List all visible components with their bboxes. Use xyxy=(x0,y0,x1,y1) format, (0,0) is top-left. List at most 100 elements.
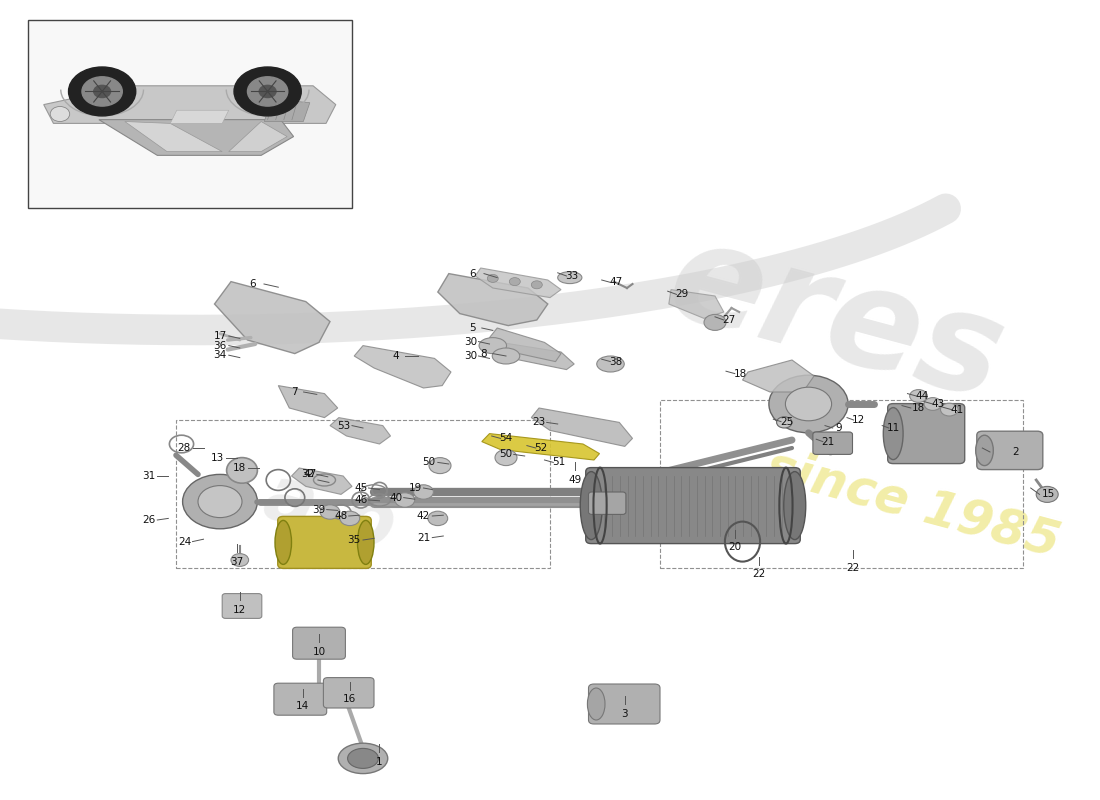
Ellipse shape xyxy=(198,486,242,518)
Polygon shape xyxy=(170,110,229,123)
Text: 53: 53 xyxy=(338,421,351,430)
Text: 7: 7 xyxy=(292,387,298,397)
Circle shape xyxy=(777,417,792,428)
Circle shape xyxy=(248,77,288,106)
Ellipse shape xyxy=(587,688,605,720)
Text: 12: 12 xyxy=(851,415,865,425)
Text: 44: 44 xyxy=(915,391,928,401)
Ellipse shape xyxy=(183,474,257,529)
Text: since 1985: since 1985 xyxy=(761,442,1065,566)
Text: 33: 33 xyxy=(565,271,579,281)
Text: 30: 30 xyxy=(464,337,477,346)
Text: 22: 22 xyxy=(752,570,766,579)
Text: 42: 42 xyxy=(417,511,430,521)
Circle shape xyxy=(320,505,340,519)
Text: 18: 18 xyxy=(233,463,246,473)
Polygon shape xyxy=(354,346,451,388)
Text: 29: 29 xyxy=(675,290,689,299)
Text: 19: 19 xyxy=(409,483,422,493)
Polygon shape xyxy=(330,418,390,444)
Text: 1: 1 xyxy=(376,757,383,766)
Circle shape xyxy=(509,278,520,286)
Text: 47: 47 xyxy=(304,470,317,479)
Circle shape xyxy=(414,485,433,499)
Polygon shape xyxy=(99,120,294,155)
Polygon shape xyxy=(742,360,814,392)
Ellipse shape xyxy=(478,338,506,354)
FancyBboxPatch shape xyxy=(222,594,262,618)
Polygon shape xyxy=(493,342,574,370)
Ellipse shape xyxy=(785,387,832,421)
Text: 17: 17 xyxy=(213,331,227,341)
Text: 13: 13 xyxy=(211,453,224,462)
Text: 34: 34 xyxy=(213,350,227,360)
Text: 26: 26 xyxy=(142,515,155,525)
Circle shape xyxy=(495,450,517,466)
Ellipse shape xyxy=(783,472,805,540)
Ellipse shape xyxy=(275,520,292,565)
Circle shape xyxy=(1036,486,1058,502)
Text: 20: 20 xyxy=(728,542,741,552)
Text: 2: 2 xyxy=(1012,447,1019,457)
Circle shape xyxy=(924,398,942,410)
Text: 27: 27 xyxy=(723,315,736,325)
Text: 3: 3 xyxy=(621,710,628,719)
Text: 8: 8 xyxy=(481,349,487,358)
Text: 39: 39 xyxy=(312,505,326,514)
Polygon shape xyxy=(214,282,330,354)
Text: 31: 31 xyxy=(142,471,155,481)
Circle shape xyxy=(260,86,276,98)
Text: 41: 41 xyxy=(950,405,964,414)
FancyBboxPatch shape xyxy=(323,678,374,708)
Text: 18: 18 xyxy=(734,369,747,378)
Text: 49: 49 xyxy=(569,475,582,485)
Text: 15: 15 xyxy=(1042,490,1055,499)
Polygon shape xyxy=(278,386,338,418)
Text: 38: 38 xyxy=(609,357,623,366)
Polygon shape xyxy=(475,268,561,298)
Circle shape xyxy=(234,67,301,116)
Circle shape xyxy=(487,274,498,282)
Text: 6: 6 xyxy=(470,269,476,278)
Polygon shape xyxy=(438,274,548,326)
Polygon shape xyxy=(490,328,561,362)
Text: 43: 43 xyxy=(932,399,945,409)
Ellipse shape xyxy=(883,407,903,459)
Ellipse shape xyxy=(558,272,582,284)
Text: 9: 9 xyxy=(835,423,842,433)
Text: 18: 18 xyxy=(912,403,925,413)
Text: 50: 50 xyxy=(499,450,513,459)
Text: 6: 6 xyxy=(250,279,256,289)
Text: 10: 10 xyxy=(312,647,326,657)
Circle shape xyxy=(429,458,451,474)
Text: 28: 28 xyxy=(177,443,190,453)
Text: 11: 11 xyxy=(887,423,900,433)
Ellipse shape xyxy=(348,749,378,768)
Text: 47: 47 xyxy=(609,278,623,287)
Circle shape xyxy=(940,403,958,416)
Text: 16: 16 xyxy=(343,694,356,704)
Text: 23: 23 xyxy=(532,418,546,427)
Ellipse shape xyxy=(976,435,993,466)
Bar xyxy=(176,420,550,568)
Text: 51: 51 xyxy=(552,458,565,467)
FancyBboxPatch shape xyxy=(293,627,345,659)
Text: 36: 36 xyxy=(213,341,227,350)
Circle shape xyxy=(94,86,110,98)
Text: 54: 54 xyxy=(499,434,513,443)
Circle shape xyxy=(231,554,249,566)
Text: 5: 5 xyxy=(470,323,476,333)
Text: 52: 52 xyxy=(535,443,548,453)
Bar xyxy=(28,20,352,208)
Text: 21: 21 xyxy=(822,437,835,446)
Text: 30: 30 xyxy=(464,351,477,361)
Ellipse shape xyxy=(358,520,374,565)
FancyBboxPatch shape xyxy=(813,432,852,454)
Polygon shape xyxy=(292,468,352,494)
Ellipse shape xyxy=(339,743,387,774)
Ellipse shape xyxy=(493,348,519,364)
Text: 21: 21 xyxy=(417,533,430,542)
Bar xyxy=(660,400,1023,568)
Ellipse shape xyxy=(51,106,69,122)
Text: 35: 35 xyxy=(348,535,361,545)
